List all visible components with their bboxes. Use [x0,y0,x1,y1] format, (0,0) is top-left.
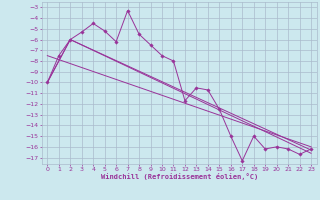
X-axis label: Windchill (Refroidissement éolien,°C): Windchill (Refroidissement éolien,°C) [100,173,258,180]
